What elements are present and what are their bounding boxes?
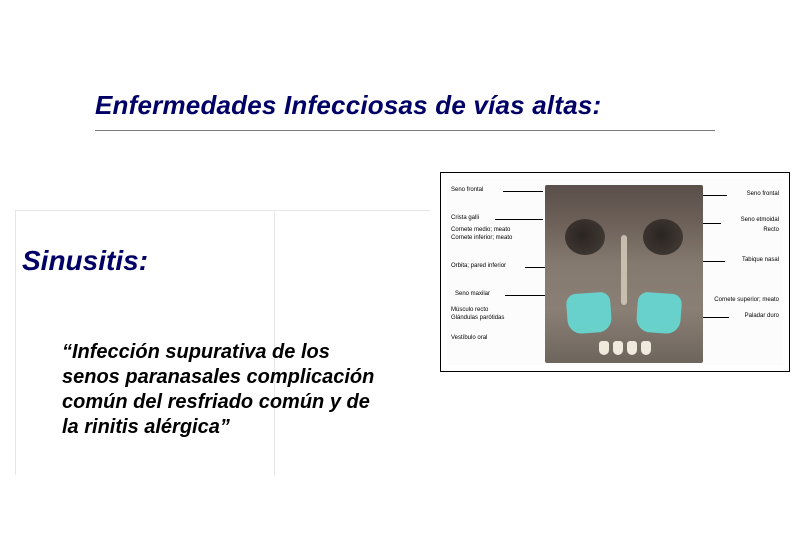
figure-label: Glándulas parótidas (451, 315, 504, 322)
figure-label: Orbita; pared inferior (451, 263, 506, 270)
leader-line (503, 191, 543, 192)
figure-label: Cornete inferior; meato (451, 235, 512, 242)
figure-label: Vestíbulo oral (451, 335, 487, 342)
nasal-septum (621, 235, 627, 305)
leader-line (525, 267, 545, 268)
orbit-left (565, 219, 605, 255)
section-heading: Sinusitis: (22, 245, 148, 277)
page-title: Enfermedades Infecciosas de vías altas: (95, 90, 601, 121)
tooth-icon (599, 341, 609, 355)
maxillary-sinus-left (566, 292, 613, 335)
anatomy-figure: Seno frontal Crista galli Cornete medio;… (440, 172, 790, 372)
leader-line (505, 295, 545, 296)
figure-label: Seno frontal (451, 187, 483, 194)
tooth-icon (613, 341, 623, 355)
figure-label: Cornete superior; meato (714, 297, 779, 304)
figure-canvas: Seno frontal Crista galli Cornete medio;… (447, 179, 783, 365)
tooth-icon (641, 341, 651, 355)
figure-label: Seno maxilar (455, 291, 490, 298)
maxillary-sinus-right (636, 292, 683, 335)
figure-label: Seno frontal (747, 191, 779, 198)
ct-scan-image (545, 185, 703, 363)
figure-label: Crista galli (451, 215, 479, 222)
figure-label: Recto (763, 227, 779, 234)
slide: Enfermedades Infecciosas de vías altas: … (0, 0, 810, 540)
figure-label: Tabique nasal (742, 257, 779, 264)
figure-label: Cornete medio; meato (451, 227, 510, 234)
figure-label: Músculo recto (451, 307, 488, 314)
leader-line (495, 219, 543, 220)
definition-text: “Infección supurativa de los senos paran… (62, 340, 392, 440)
orbit-right (643, 219, 683, 255)
title-underline (95, 130, 715, 131)
figure-label: Seno etmoidal (741, 217, 779, 224)
figure-label: Paladar duro (745, 313, 779, 320)
tooth-icon (627, 341, 637, 355)
